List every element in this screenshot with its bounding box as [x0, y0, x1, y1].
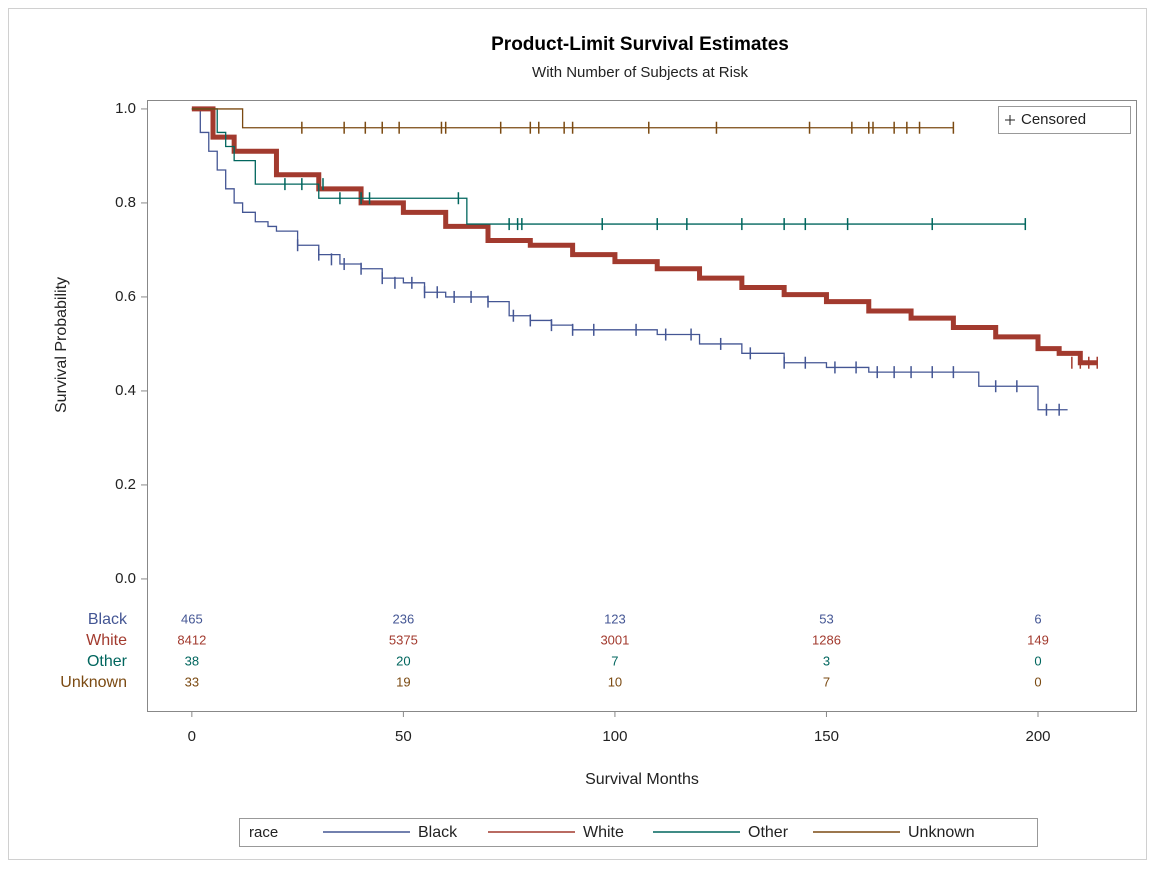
risk-row-label: Unknown — [60, 674, 127, 691]
risk-row-label: White — [86, 632, 127, 649]
risk-count: 6 — [1034, 611, 1041, 626]
censored-legend-text: Censored — [1021, 111, 1086, 128]
risk-count: 465 — [181, 611, 203, 626]
x-tick-label: 50 — [395, 728, 412, 745]
x-tick-label: 100 — [602, 728, 627, 745]
plot-frame — [147, 100, 1137, 712]
risk-count: 0 — [1034, 653, 1041, 668]
risk-count: 7 — [611, 653, 618, 668]
legend-label: Unknown — [908, 824, 975, 841]
y-tick-label: 0.8 — [115, 194, 136, 211]
chart-title: Product-Limit Survival Estimates — [491, 34, 789, 55]
risk-row-label: Black — [88, 611, 128, 628]
x-tick-label: 200 — [1025, 728, 1050, 745]
risk-count: 3001 — [600, 632, 629, 647]
risk-count: 33 — [185, 674, 199, 689]
survival-curve — [191, 108, 954, 129]
survival-curve — [191, 108, 1068, 411]
risk-count: 3 — [823, 653, 830, 668]
risk-count: 149 — [1027, 632, 1049, 647]
censored-legend-box — [998, 106, 1131, 134]
risk-count: 20 — [396, 653, 410, 668]
risk-count: 7 — [823, 674, 830, 689]
risk-count: 19 — [396, 674, 410, 689]
x-tick-label: 150 — [814, 728, 839, 745]
y-tick-label: 0.0 — [115, 570, 136, 587]
y-tick-label: 0.6 — [115, 288, 136, 305]
x-tick-label: 0 — [188, 728, 196, 745]
legend-box — [239, 818, 1038, 847]
y-tick-label: 1.0 — [115, 100, 136, 117]
risk-count: 38 — [185, 653, 199, 668]
risk-count: 1286 — [812, 632, 841, 647]
y-axis-label: Survival Probability — [53, 277, 70, 413]
x-axis-label: Survival Months — [585, 771, 699, 788]
legend-label: Other — [748, 824, 789, 841]
risk-count: 53 — [819, 611, 833, 626]
risk-count: 8412 — [177, 632, 206, 647]
risk-count: 236 — [393, 611, 415, 626]
y-tick-label: 0.2 — [115, 476, 136, 493]
risk-count: 0 — [1034, 674, 1041, 689]
survival-curve — [191, 108, 1026, 225]
legend-label: Black — [418, 824, 458, 841]
y-tick-label: 0.4 — [115, 382, 136, 399]
risk-row-label: Other — [87, 653, 128, 670]
risk-count: 10 — [608, 674, 622, 689]
page-border — [8, 8, 1147, 860]
risk-count: 5375 — [389, 632, 418, 647]
chart-subtitle: With Number of Subjects at Risk — [532, 64, 748, 81]
legend-title: race — [249, 824, 278, 841]
legend-label: White — [583, 824, 624, 841]
risk-count: 123 — [604, 611, 626, 626]
